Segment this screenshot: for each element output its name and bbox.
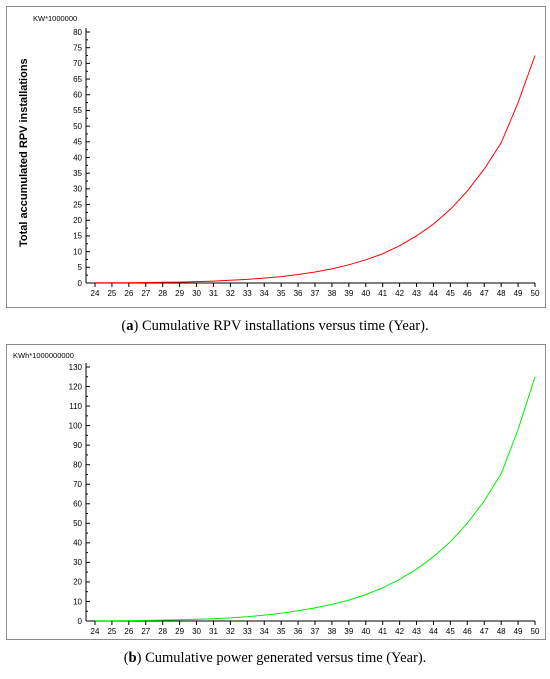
y-tick-label: 50 bbox=[73, 519, 82, 528]
caption-a-tag: a bbox=[126, 318, 134, 334]
caption-b-tag: b bbox=[128, 650, 137, 666]
x-tick-label: 33 bbox=[243, 627, 252, 636]
x-tick-label: 27 bbox=[141, 289, 150, 298]
y-tick-label: 130 bbox=[69, 363, 83, 372]
x-tick-label: 38 bbox=[327, 289, 336, 298]
x-tick-label: 24 bbox=[91, 289, 100, 298]
y-tick-label: 90 bbox=[73, 441, 82, 450]
y-tick-label: 40 bbox=[73, 153, 82, 162]
x-tick-label: 46 bbox=[463, 627, 472, 636]
y-tick-label: 70 bbox=[73, 480, 82, 489]
y-tick-label: 35 bbox=[73, 169, 82, 178]
x-tick-label: 47 bbox=[480, 627, 489, 636]
y-tick-label: 110 bbox=[69, 402, 82, 411]
y-tick-label: 15 bbox=[73, 232, 82, 241]
series-line bbox=[94, 376, 536, 622]
y-tick-label: 10 bbox=[73, 597, 82, 606]
x-tick-label: 35 bbox=[277, 289, 286, 298]
x-tick-label: 28 bbox=[158, 627, 167, 636]
x-tick-label: 29 bbox=[175, 289, 184, 298]
x-tick-label: 28 bbox=[158, 289, 167, 298]
y-tick-label: 0 bbox=[78, 279, 83, 288]
y-tick-label: 60 bbox=[73, 500, 82, 509]
x-tick-label: 50 bbox=[531, 627, 540, 636]
x-tick-label: 25 bbox=[107, 289, 116, 298]
x-tick-label: 41 bbox=[378, 289, 387, 298]
y-tick-label: 50 bbox=[73, 122, 82, 131]
x-tick-label: 35 bbox=[277, 627, 286, 636]
x-tick-label: 38 bbox=[327, 627, 336, 636]
x-tick-label: 42 bbox=[395, 289, 404, 298]
x-tick-label: 43 bbox=[412, 627, 421, 636]
x-tick-label: 32 bbox=[226, 289, 235, 298]
chart-panel-b: KWh*1000000000 0 10 20 30 40 50 60 70 80 90 100 110… bbox=[6, 344, 546, 640]
x-tick-label: 26 bbox=[124, 627, 133, 636]
x-tick-label: 37 bbox=[311, 289, 320, 298]
x-tick-label: 30 bbox=[192, 627, 201, 636]
x-tick-label: 45 bbox=[446, 289, 455, 298]
x-tick-label: 47 bbox=[480, 289, 489, 298]
x-tick-label: 45 bbox=[446, 627, 455, 636]
x-tick-label: 36 bbox=[294, 627, 303, 636]
y-tick-label: 20 bbox=[73, 216, 82, 225]
y-tick-label: 75 bbox=[73, 43, 82, 52]
x-tick-label: 33 bbox=[243, 289, 252, 298]
x-tick-label: 39 bbox=[344, 627, 353, 636]
x-tick-label: 34 bbox=[260, 289, 269, 298]
x-tick-label: 43 bbox=[412, 289, 421, 298]
x-tick-label: 29 bbox=[175, 627, 184, 636]
x-tick-label: 31 bbox=[209, 289, 218, 298]
x-tick-label: 30 bbox=[192, 289, 201, 298]
x-tick-label: 48 bbox=[497, 289, 506, 298]
x-tick-label: 27 bbox=[141, 627, 150, 636]
y-tick-label: 80 bbox=[73, 460, 82, 469]
y-tick-label: 100 bbox=[69, 421, 83, 430]
y-tick-label: 30 bbox=[73, 185, 82, 194]
y-tick-label: 5 bbox=[78, 263, 83, 272]
y-tick-label: 40 bbox=[73, 539, 82, 548]
x-tick-label: 32 bbox=[226, 627, 235, 636]
caption-a: (a) Cumulative RPV installations versus … bbox=[121, 318, 429, 334]
series-line bbox=[95, 55, 536, 284]
y-tick-label: 120 bbox=[69, 382, 83, 391]
x-tick-label: 37 bbox=[311, 627, 320, 636]
chart-panel-a: KW*1000000 Total accumulated RPV install… bbox=[6, 6, 546, 308]
y-tick-label: 0 bbox=[78, 617, 83, 626]
y-tick-label: 65 bbox=[73, 75, 82, 84]
x-tick-label: 49 bbox=[514, 627, 523, 636]
caption-a-text: Cumulative RPV installations versus time… bbox=[138, 318, 429, 334]
y-tick-label: 25 bbox=[73, 200, 82, 209]
x-tick-label: 34 bbox=[260, 627, 269, 636]
y-tick-label: 30 bbox=[73, 558, 82, 567]
x-tick-label: 40 bbox=[361, 289, 370, 298]
y-unit-label: KWh*1000000000 bbox=[13, 351, 74, 360]
x-tick-label: 48 bbox=[497, 627, 506, 636]
x-tick-label: 41 bbox=[378, 627, 387, 636]
y-tick-label: 60 bbox=[73, 91, 82, 100]
y-tick-label: 10 bbox=[73, 247, 82, 256]
caption-b: (b) Cumulative power generated versus ti… bbox=[123, 650, 427, 666]
caption-b-text: Cumulative power generated versus time (… bbox=[141, 650, 427, 666]
y-tick-label: 20 bbox=[73, 578, 82, 587]
x-tick-label: 40 bbox=[361, 627, 370, 636]
x-tick-label: 25 bbox=[107, 627, 116, 636]
x-tick-label: 44 bbox=[429, 289, 438, 298]
x-tick-label: 42 bbox=[395, 627, 404, 636]
x-tick-label: 46 bbox=[463, 289, 472, 298]
y-tick-label: 70 bbox=[73, 59, 82, 68]
x-tick-label: 24 bbox=[91, 627, 100, 636]
x-tick-label: 31 bbox=[209, 627, 218, 636]
x-tick-label: 50 bbox=[531, 289, 540, 298]
y-unit-label: KW*1000000 bbox=[33, 14, 78, 23]
x-tick-label: 44 bbox=[429, 627, 438, 636]
x-tick-label: 26 bbox=[124, 289, 133, 298]
y-tick-label: 45 bbox=[73, 138, 82, 147]
x-tick-label: 36 bbox=[294, 289, 303, 298]
y-tick-label: 55 bbox=[73, 106, 82, 115]
x-tick-label: 39 bbox=[344, 289, 353, 298]
x-tick-label: 49 bbox=[514, 289, 523, 298]
y-tick-label: 80 bbox=[73, 28, 82, 37]
chart-b-plot: 0 10 20 30 40 50 60 70 80 90 100 110 120 130 24 25 26 27 2… bbox=[69, 363, 540, 636]
chart-a-plot: 0 5 10 15 20 25 30 35 40 45 50 55 60 65 70 75 80 24 25 26 27… bbox=[73, 28, 540, 298]
